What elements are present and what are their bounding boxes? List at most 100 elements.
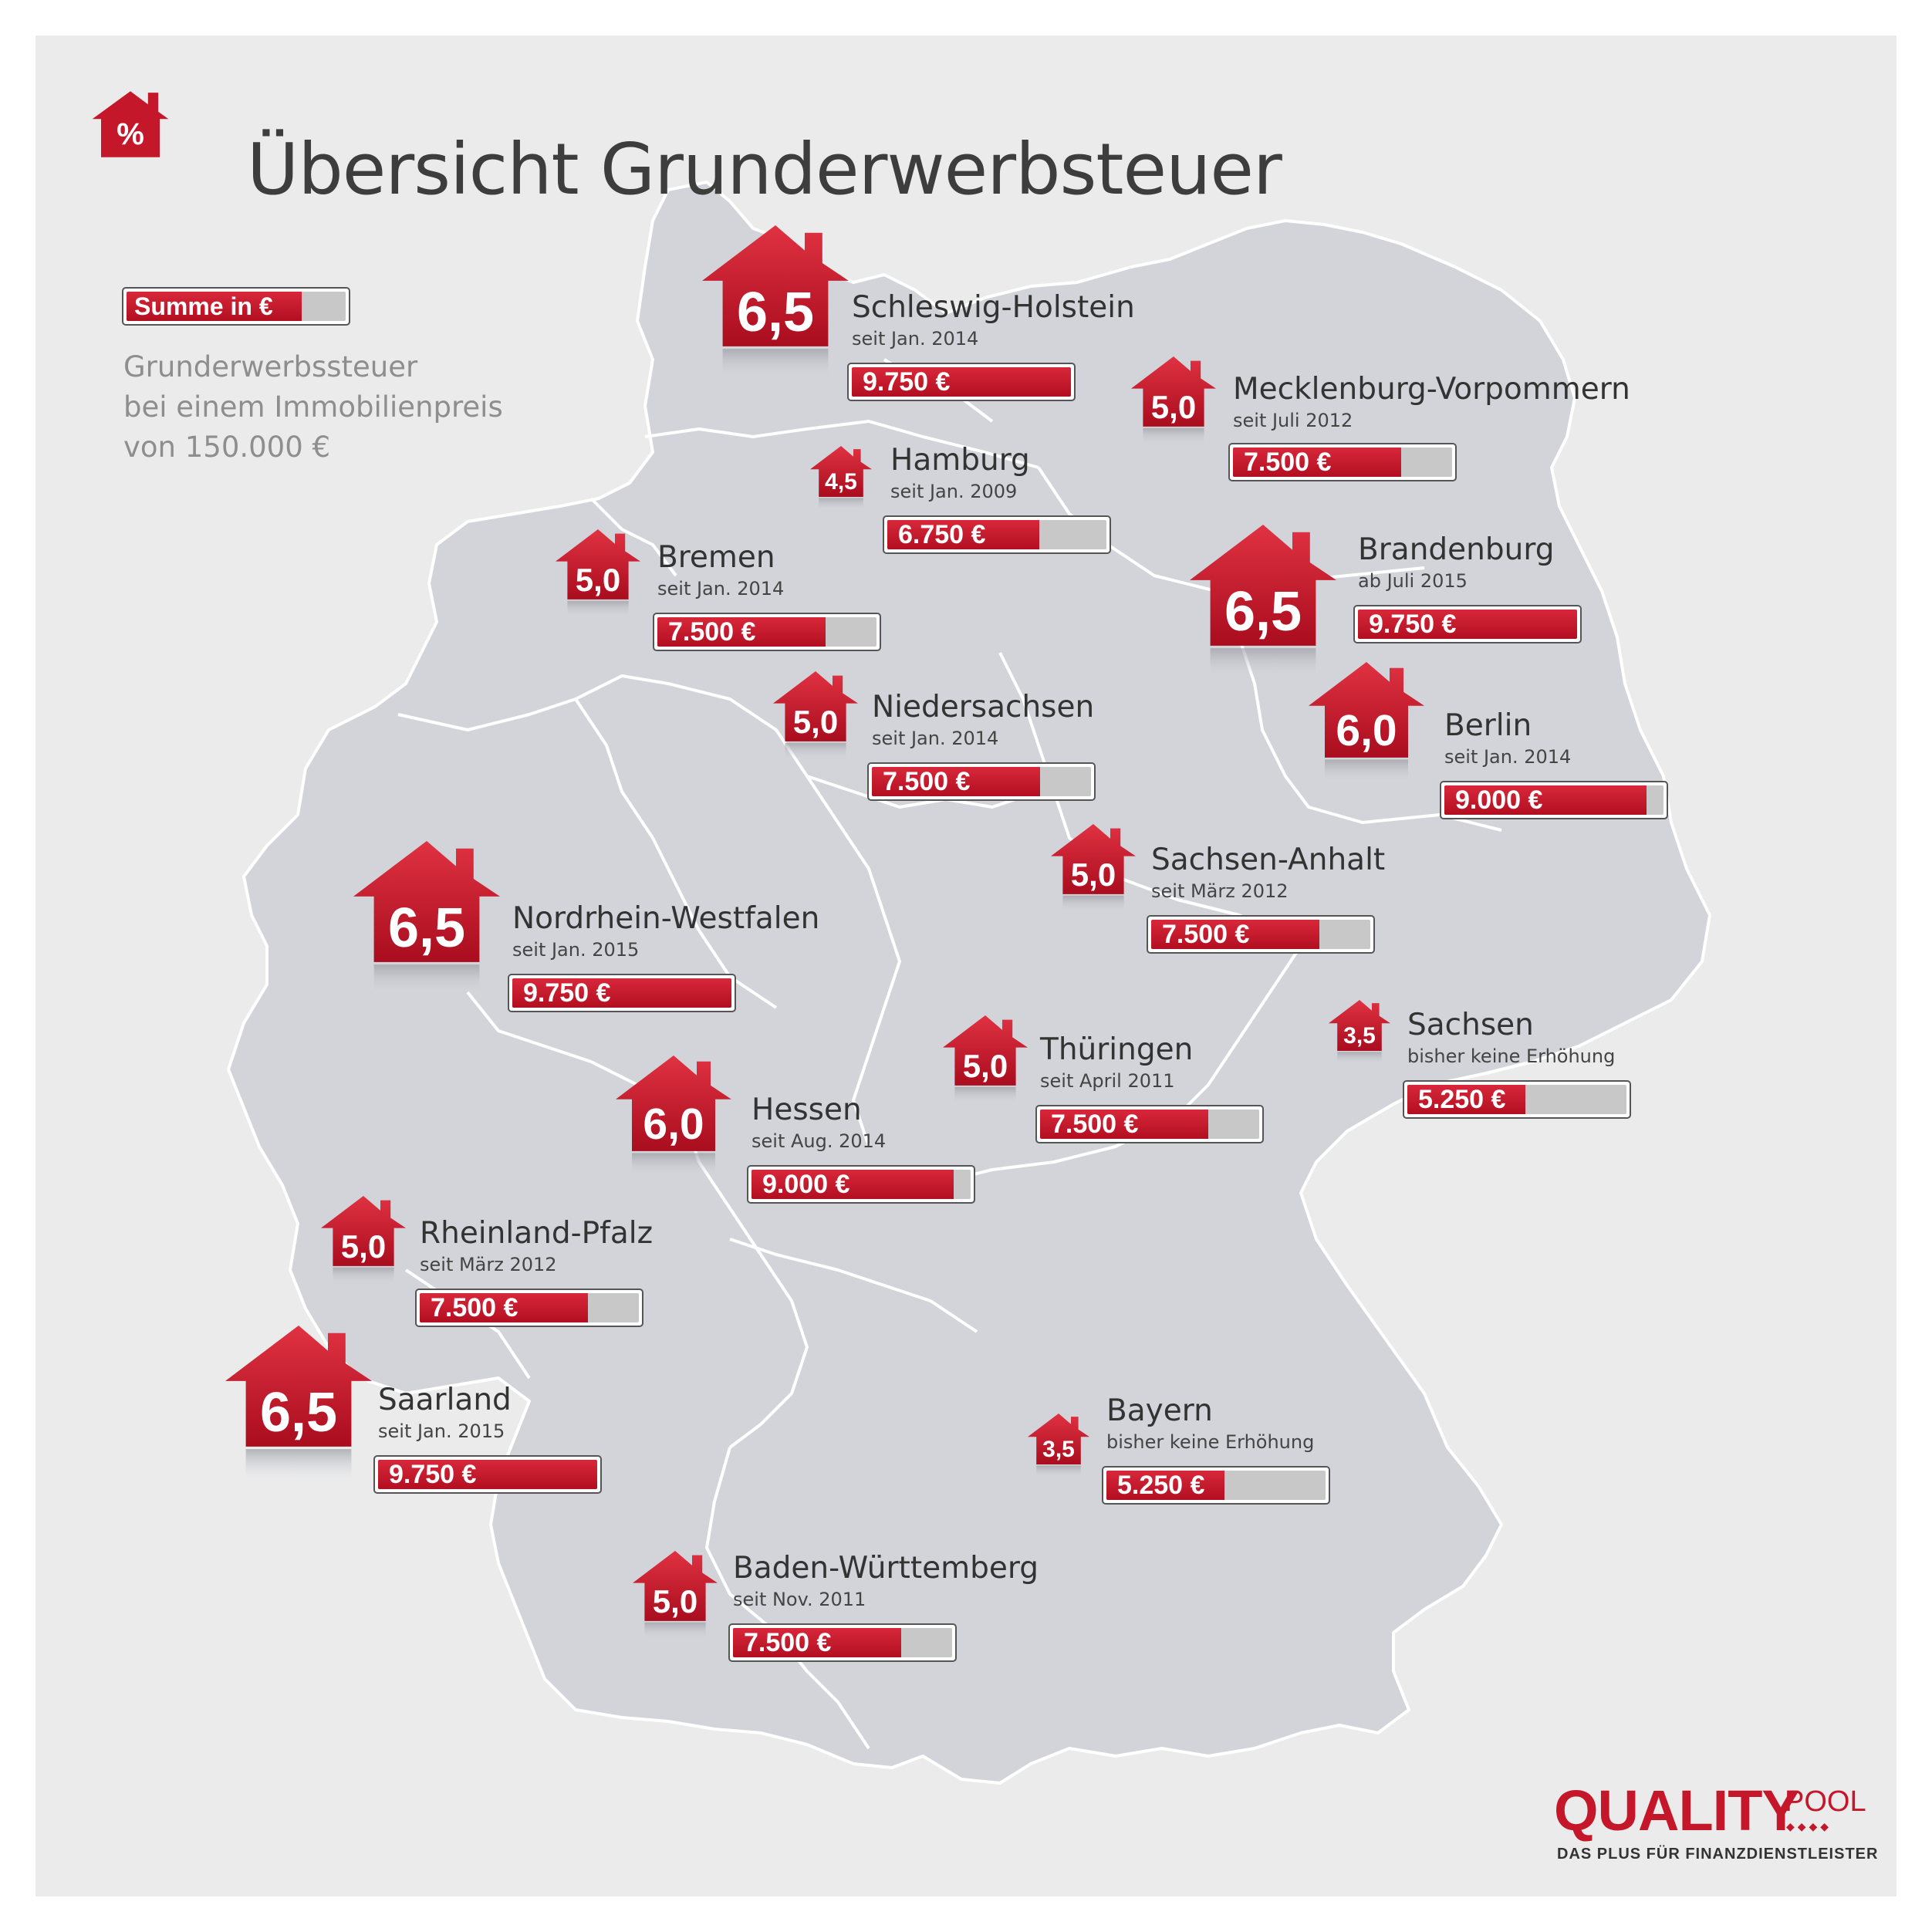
house-shape — [810, 446, 872, 498]
state-info: Saarland seit Jan. 2015 — [378, 1383, 512, 1444]
house-icon: 5,0 — [773, 671, 858, 766]
state-name: Bayern — [1106, 1393, 1213, 1428]
description: Grunderwerbssteuer bei einem Immobilienp… — [123, 347, 503, 468]
state-info: Nordrhein-Westfalen seit Jan. 2015 — [512, 901, 819, 963]
state-name: Sachsen — [1407, 1008, 1534, 1042]
state-name: Brandenburg — [1358, 532, 1555, 567]
house-shape — [1028, 1414, 1089, 1465]
amount-bar: 7.500 € — [728, 1623, 957, 1662]
tax-rate: 5,0 — [962, 1047, 1008, 1084]
house-icon — [556, 529, 640, 618]
amount-value: 7.500 € — [1162, 920, 1250, 949]
legend-bar: Summe in € — [122, 287, 350, 326]
house-reflection — [1210, 648, 1316, 678]
tax-rate: 6,5 — [1224, 580, 1302, 643]
house-icon: 5,0 — [943, 1015, 1028, 1110]
state-info: Berlin seit Jan. 2014 — [1444, 708, 1571, 770]
house-icon — [1309, 662, 1424, 783]
tax-rate: 5,0 — [340, 1228, 387, 1265]
amount-bar-fill — [1151, 920, 1320, 949]
state-name: Mecklenburg-Vorpommern — [1233, 372, 1630, 407]
state-info: Hamburg seit Jan. 2009 — [890, 443, 1030, 505]
house-shape — [1051, 824, 1136, 894]
tax-rate: 5,0 — [1070, 856, 1116, 893]
amount-value: 9.750 € — [389, 1460, 477, 1489]
state-since: seit Juli 2012 — [1233, 410, 1353, 431]
amount-bar-fill — [1358, 610, 1577, 639]
amount-bar: 6.750 € — [883, 515, 1111, 554]
house-icon: 6,5 — [1190, 525, 1336, 686]
state-name: Hessen — [752, 1093, 862, 1127]
house-icon — [1131, 356, 1216, 445]
state-info: Rheinland-Pfalz seit März 2012 — [420, 1216, 653, 1278]
state-name: Sachsen-Anhalt — [1151, 843, 1386, 877]
amount-bar: 7.500 € — [1035, 1105, 1264, 1143]
house-icon — [1051, 824, 1136, 913]
amount-bar: 9.750 € — [373, 1455, 602, 1494]
house-icon: 3,5 — [1329, 1000, 1390, 1069]
amount-value: 7.500 € — [744, 1628, 832, 1657]
description-line: bei einem Immobilienpreis — [123, 390, 503, 424]
house-reflection — [1143, 427, 1204, 445]
house-icon: 6,5 — [702, 225, 849, 387]
house-shape — [943, 1015, 1028, 1086]
house-reflection — [1337, 1052, 1382, 1065]
house-shape — [225, 1326, 372, 1447]
amount-value: 7.500 € — [883, 767, 971, 796]
amount-bar-fill — [733, 1628, 902, 1657]
house-icon: 6,5 — [225, 1326, 372, 1487]
state-info: Niedersachsen seit Jan. 2014 — [872, 690, 1094, 752]
state-since: seit Jan. 2014 — [1444, 746, 1572, 768]
amount-value: 7.500 € — [1051, 1110, 1139, 1139]
amount-value: 7.500 € — [431, 1293, 518, 1322]
house-reflection — [954, 1086, 1016, 1104]
house-reflection — [567, 600, 629, 618]
state-name: Niedersachsen — [872, 690, 1095, 724]
house-icon — [943, 1015, 1028, 1104]
house-icon: 3,5 — [1028, 1414, 1089, 1483]
state-since: seit Jan. 2009 — [890, 481, 1018, 502]
state-since: seit Aug. 2014 — [752, 1130, 887, 1152]
house-shape — [1190, 525, 1336, 646]
amount-bar-fill — [887, 520, 1039, 549]
state-since: seit Jan. 2015 — [512, 939, 640, 961]
house-shape — [702, 225, 849, 346]
amount-bar: 7.500 € — [867, 762, 1096, 801]
state-info: Baden-Württemberg seit Nov. 2011 — [733, 1551, 1039, 1613]
infographic-canvas: % Übersicht Grunderwerbsteuer Summe in €… — [35, 35, 1897, 1897]
state-name: Thüringen — [1040, 1032, 1194, 1067]
house-reflection — [373, 964, 480, 995]
state-info: Mecklenburg-Vorpommern seit Juli 2012 — [1233, 372, 1630, 434]
house-icon — [225, 1326, 372, 1479]
state-since: seit Jan. 2014 — [852, 328, 979, 350]
house-icon — [1190, 525, 1336, 678]
amount-bar-fill — [512, 978, 731, 1008]
state-since: seit März 2012 — [1151, 880, 1289, 902]
description-line: Grunderwerbssteuer — [123, 350, 418, 383]
amount-bar-fill — [657, 617, 826, 647]
house-icon: 6,0 — [1309, 662, 1424, 790]
tax-rate: 5,0 — [652, 1582, 698, 1620]
house-icon — [702, 225, 849, 379]
house-icon — [353, 841, 500, 995]
amount-bar: 9.750 € — [847, 363, 1076, 401]
house-icon — [321, 1196, 406, 1285]
amount-value: 9.000 € — [1455, 785, 1543, 815]
house-reflection — [785, 742, 846, 760]
house-icon — [773, 671, 858, 760]
tax-rate: 5,0 — [792, 703, 839, 740]
amount-bar-fill — [752, 1170, 954, 1199]
house-shape — [353, 841, 500, 962]
house-icon — [810, 446, 872, 511]
house-icon: 4,5 — [810, 446, 872, 515]
amount-value: 9.750 € — [863, 367, 951, 397]
house-icon: 5,0 — [1051, 824, 1136, 919]
amount-bar-fill — [1233, 448, 1402, 477]
house-icon: 5,0 — [321, 1196, 406, 1291]
amount-bar: 7.500 € — [1147, 915, 1375, 954]
house-shape — [1329, 1000, 1390, 1052]
state-since: bisher keine Erhöhung — [1106, 1431, 1315, 1453]
state-info: Thüringen seit April 2011 — [1040, 1032, 1193, 1094]
house-icon: 5,0 — [1131, 356, 1216, 451]
page-title: Übersicht Grunderwerbsteuer — [247, 128, 1282, 211]
